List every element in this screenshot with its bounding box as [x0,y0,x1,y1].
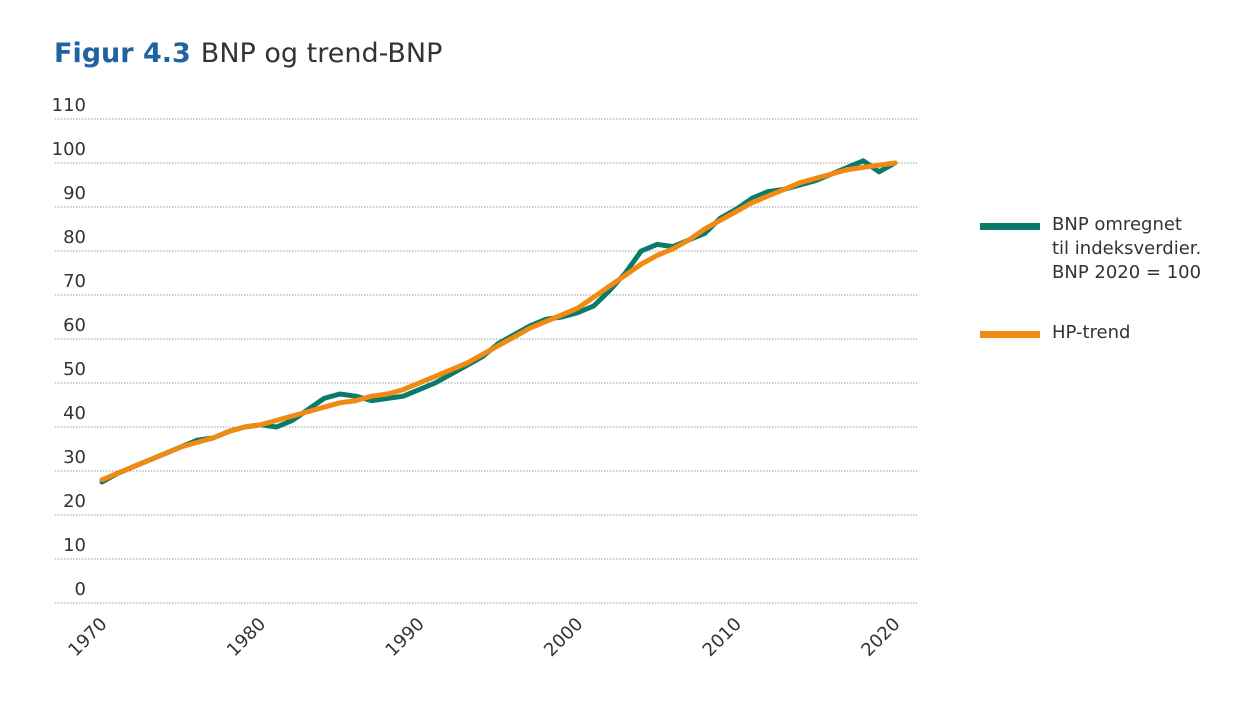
y-tick-label: 10 [63,535,86,556]
legend-label-bnp: BNP omregnet til indeksverdier. BNP 2020… [1052,213,1201,285]
series-line-hp-trend [99,160,898,483]
y-tick-label: 80 [63,227,86,248]
series-lines [99,158,898,485]
x-tick-label: 1990 [381,614,428,661]
y-tick-label: 100 [52,139,86,160]
legend-item-bnp: BNP omregnet til indeksverdier. BNP 2020… [980,213,1220,285]
y-tick-label: 70 [63,271,86,292]
x-axis-ticks: 1970 1980 1990 2000 2010 2020 [64,614,904,661]
legend: BNP omregnet til indeksverdier. BNP 2020… [980,213,1220,381]
y-axis-ticks: 0 10 20 30 40 50 60 70 80 90 100 110 [52,95,86,600]
y-tick-label: 50 [63,359,86,380]
x-tick-label: 2010 [699,614,746,661]
legend-label-hp-trend: HP-trend [1052,321,1130,345]
legend-swatch-bnp [980,223,1040,230]
y-tick-label: 30 [63,447,86,468]
figure-title-text: BNP og trend-BNP [200,38,443,69]
x-tick-label: 1980 [223,614,270,661]
x-tick-label: 1970 [64,614,111,661]
legend-swatch-hp-trend [980,331,1040,338]
x-tick-label: 2020 [857,614,904,661]
y-tick-label: 20 [63,491,86,512]
figure-number: Figur 4.3 [54,38,191,69]
x-tick-label: 2000 [540,614,587,661]
chart-title: Figur 4.3 BNP og trend-BNP [54,38,442,69]
y-tick-label: 90 [63,183,86,204]
grid-lines [55,118,917,604]
y-tick-label: 110 [52,95,86,116]
legend-label-line: BNP 2020 = 100 [1052,262,1202,283]
y-tick-label: 60 [63,315,86,336]
y-tick-label: 40 [63,403,86,424]
y-tick-label: 0 [75,579,86,600]
legend-label-line: til indeksverdier. [1052,238,1202,259]
legend-label-line: BNP omregnet [1052,214,1182,235]
legend-label-line: HP-trend [1052,322,1131,343]
legend-item-hp-trend: HP-trend [980,321,1220,345]
